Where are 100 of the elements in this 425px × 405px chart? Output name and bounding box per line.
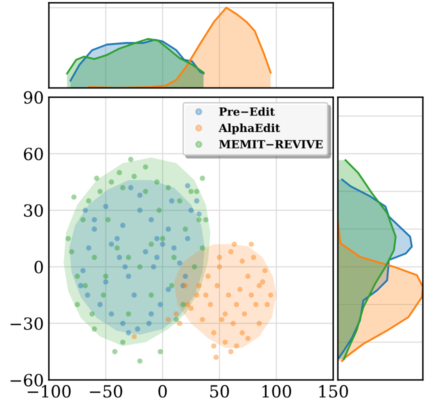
point	[116, 170, 122, 176]
point	[146, 320, 152, 326]
point	[237, 286, 243, 292]
point	[216, 264, 222, 270]
point	[132, 174, 137, 179]
point	[158, 349, 163, 354]
point	[174, 311, 179, 317]
point	[137, 264, 142, 270]
point	[264, 302, 270, 308]
point	[71, 194, 76, 200]
point	[188, 188, 194, 194]
point	[137, 208, 142, 213]
point	[103, 274, 108, 279]
point	[97, 302, 103, 308]
point	[122, 264, 128, 270]
point	[160, 236, 166, 242]
point	[185, 302, 190, 308]
y-tick-label: 60	[24, 148, 43, 160]
point	[245, 274, 250, 279]
legend-label: MEMIT−REVIVE	[219, 140, 323, 148]
point	[82, 283, 88, 288]
point	[166, 185, 171, 190]
point	[245, 336, 250, 342]
legend-label: AlphaEdit	[218, 124, 280, 134]
point	[196, 211, 202, 217]
point	[228, 249, 234, 254]
point	[171, 245, 177, 251]
point	[253, 302, 258, 308]
point	[134, 326, 140, 332]
point	[177, 198, 182, 204]
point	[174, 316, 179, 322]
point	[166, 226, 171, 232]
point	[171, 254, 177, 260]
point	[242, 311, 248, 317]
point	[86, 245, 92, 251]
point	[216, 254, 222, 260]
point	[260, 279, 266, 284]
point	[132, 334, 137, 340]
x-tick-label: −50	[90, 385, 122, 398]
point	[248, 292, 254, 298]
point	[137, 358, 142, 364]
point	[120, 222, 126, 228]
point	[82, 208, 88, 213]
point	[158, 302, 163, 308]
point	[154, 179, 160, 185]
point	[92, 217, 97, 222]
point	[248, 242, 254, 247]
point	[268, 292, 274, 298]
point	[97, 188, 103, 194]
point	[166, 316, 171, 322]
point	[185, 183, 190, 188]
point	[213, 354, 219, 360]
point	[250, 254, 256, 260]
point	[177, 320, 182, 326]
point	[120, 185, 126, 190]
point	[222, 340, 228, 345]
point	[120, 320, 126, 326]
point	[188, 306, 194, 311]
y-tick-label: −30	[10, 317, 43, 330]
point	[114, 236, 120, 242]
point	[142, 249, 148, 254]
point	[116, 254, 122, 260]
x-tick-label: 0	[158, 385, 167, 398]
point	[182, 283, 188, 288]
point	[112, 349, 118, 354]
point	[256, 283, 262, 288]
point	[126, 254, 132, 260]
point	[80, 268, 86, 274]
point	[78, 283, 84, 288]
point	[214, 283, 220, 288]
point	[94, 176, 100, 181]
point	[200, 245, 206, 251]
point	[232, 242, 237, 247]
point	[86, 198, 92, 204]
point	[203, 217, 208, 222]
x-tick-label: 50	[210, 385, 229, 398]
point	[156, 208, 162, 213]
point	[185, 236, 190, 242]
point	[240, 258, 245, 264]
point	[108, 311, 114, 317]
point	[69, 249, 74, 254]
point	[92, 226, 97, 232]
y-tick-label: 90	[24, 91, 43, 104]
point	[182, 274, 188, 279]
point	[148, 217, 154, 222]
point	[105, 217, 111, 222]
point	[182, 226, 188, 232]
point	[196, 283, 202, 288]
point	[108, 242, 114, 247]
point	[142, 164, 148, 170]
point	[208, 302, 213, 308]
point	[84, 292, 90, 298]
y-tick-label: 30	[24, 204, 43, 217]
point	[228, 349, 234, 354]
point	[154, 254, 160, 260]
point	[169, 198, 174, 204]
point	[103, 279, 108, 284]
point	[126, 274, 132, 279]
point	[211, 330, 216, 336]
point	[150, 264, 156, 270]
